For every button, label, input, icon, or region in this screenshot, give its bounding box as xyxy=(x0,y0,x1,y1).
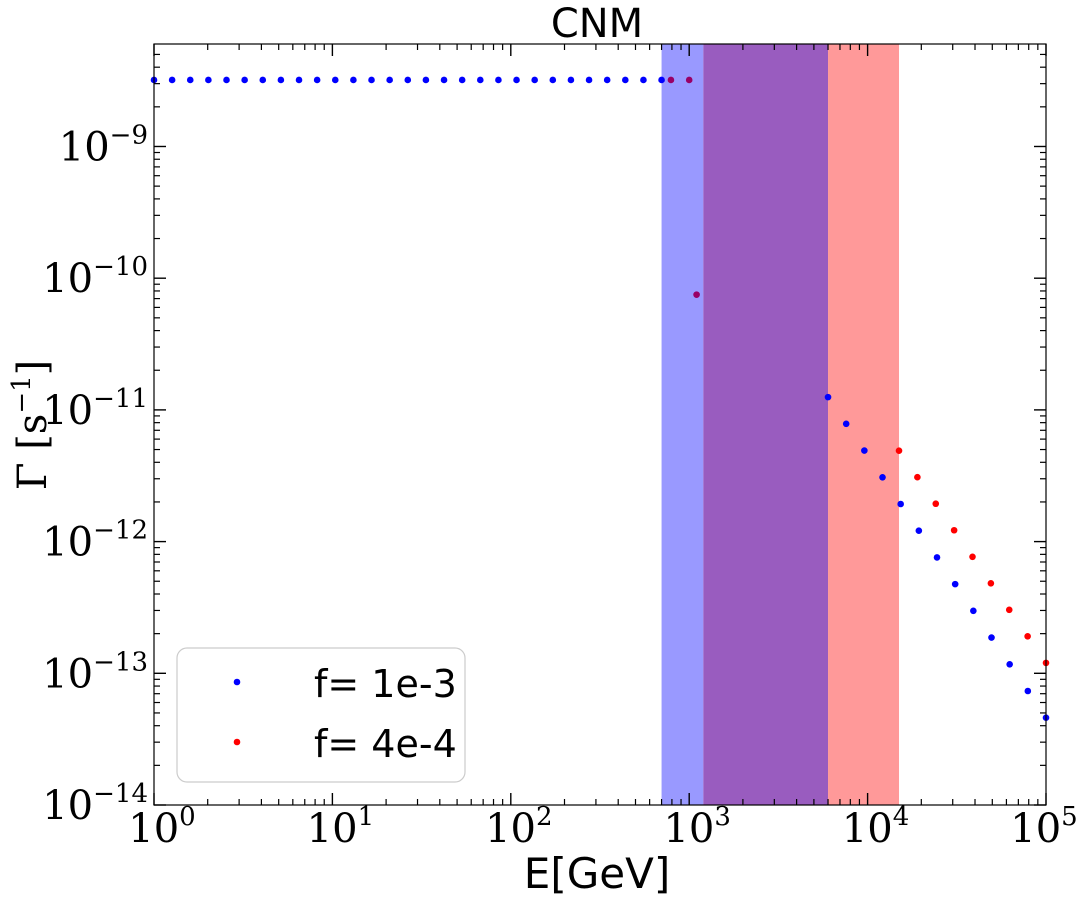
x-tick-label: 101 xyxy=(307,802,374,852)
x-tick-label: 103 xyxy=(663,802,730,852)
x-axis-label: E[GeV] xyxy=(524,849,670,898)
point-f-4e-4 xyxy=(914,473,921,481)
point-f-1e-3 xyxy=(259,76,267,84)
point-f-1e-3 xyxy=(368,76,375,84)
point-f-1e-3 xyxy=(223,76,230,84)
y-tick-label: 10−13 xyxy=(42,647,148,697)
data-points-layer xyxy=(150,76,1050,722)
point-f-1e-3 xyxy=(933,554,941,561)
point-f-1e-3 xyxy=(386,76,393,84)
point-f-1e-3 xyxy=(622,76,629,84)
point-f-1e-3 xyxy=(658,76,665,84)
point-f-1e-3 xyxy=(861,447,868,454)
band-red xyxy=(828,44,900,805)
point-f-1e-3 xyxy=(951,580,959,588)
point-f-4e-4 xyxy=(1024,633,1031,640)
point-f-4e-4 xyxy=(895,447,903,454)
point-f-1e-3 xyxy=(970,607,977,615)
x-tick-label: 104 xyxy=(842,802,909,852)
point-f-1e-3 xyxy=(168,76,176,84)
point-overlap xyxy=(693,291,700,298)
bands-layer xyxy=(661,44,900,805)
point-f-1e-3 xyxy=(1006,660,1013,668)
point-f-1e-3 xyxy=(567,76,575,84)
point-f-1e-3 xyxy=(531,76,538,84)
plot-frame xyxy=(153,43,1047,806)
point-f-1e-3 xyxy=(440,76,448,84)
point-f-1e-3 xyxy=(422,76,430,84)
band-blue xyxy=(661,44,704,805)
point-f-1e-3 xyxy=(205,76,212,84)
point-f-1e-3 xyxy=(1024,687,1032,695)
y-tick-label: 10−14 xyxy=(42,779,148,829)
point-f-1e-3 xyxy=(603,76,611,84)
legend-marker-1e-3 xyxy=(233,678,241,686)
chart-title: CNM xyxy=(551,1,643,47)
point-f-1e-3 xyxy=(241,76,248,84)
legend-frame xyxy=(176,647,466,783)
x-tick-label: 100 xyxy=(128,802,195,852)
point-f-1e-3 xyxy=(549,76,557,84)
point-f-1e-3 xyxy=(842,420,850,428)
point-f-1e-3 xyxy=(476,76,484,84)
band-purple xyxy=(703,44,829,805)
point-f-1e-3 xyxy=(186,76,194,84)
minor-ticks-layer xyxy=(154,44,1046,805)
y-axis-label-base: Γ [s xyxy=(10,414,56,491)
y-axis-label-sup: −1 xyxy=(7,375,37,413)
x-tick-label: 105 xyxy=(1010,802,1077,852)
legend-marker-4e-4 xyxy=(233,738,241,746)
legend-label-4e-4: f= 4e-4 xyxy=(314,722,457,766)
x-tick-label: 102 xyxy=(485,802,552,852)
x-tick-labels: 100 101 102 103 104 105 xyxy=(128,802,1077,852)
point-f-1e-3 xyxy=(897,500,904,508)
point-f-1e-3 xyxy=(824,393,832,401)
point-f-1e-3 xyxy=(585,76,593,84)
point-f-4e-4 xyxy=(969,553,976,561)
point-f-1e-3 xyxy=(513,76,520,84)
legend: f= 1e-3 f= 4e-4 xyxy=(176,647,466,783)
point-f-4e-4 xyxy=(987,580,995,587)
point-f-1e-3 xyxy=(458,76,466,84)
point-f-1e-3 xyxy=(277,76,285,84)
point-f-4e-4 xyxy=(932,500,940,508)
point-f-1e-3 xyxy=(404,76,412,84)
point-overlap xyxy=(667,76,675,84)
point-f-1e-3 xyxy=(495,76,502,84)
y-tick-labels: 10−14 10−13 10−12 10−11 10−10 10−9 xyxy=(42,120,148,829)
point-f-1e-3 xyxy=(350,76,357,84)
point-f-1e-3 xyxy=(915,527,923,535)
point-f-1e-3 xyxy=(313,76,321,84)
y-axis-label-close: ] xyxy=(10,360,56,376)
point-f-1e-3 xyxy=(331,76,339,84)
y-axis-label: Γ [s−1] xyxy=(7,360,56,491)
point-f-1e-3 xyxy=(879,473,886,481)
y-tick-label: 10−11 xyxy=(42,384,148,434)
legend-label-1e-3: f= 1e-3 xyxy=(314,662,457,706)
y-tick-label: 10−10 xyxy=(42,252,148,302)
point-f-1e-3 xyxy=(295,76,303,84)
y-tick-label: 10−9 xyxy=(59,120,148,170)
point-f-1e-3 xyxy=(640,76,647,84)
point-f-4e-4 xyxy=(1005,606,1013,614)
y-tick-label: 10−12 xyxy=(42,516,148,566)
point-f-1e-3 xyxy=(988,634,995,641)
point-f-4e-4 xyxy=(950,526,958,534)
point-overlap xyxy=(685,76,693,84)
